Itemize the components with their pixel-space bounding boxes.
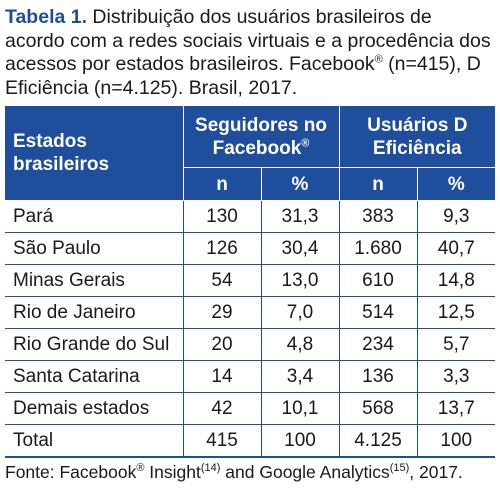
cell-fb-n: 29 [183, 296, 262, 329]
header-row-sub: n % n % [5, 167, 496, 201]
data-table: Estados brasileiros Seguidores no Facebo… [5, 105, 496, 458]
source-text-a: Fonte: Facebook [5, 462, 137, 482]
cell-fb-pct: 7,0 [261, 296, 340, 329]
cell-fb-n: 54 [183, 264, 262, 297]
cell-fb-n: 130 [183, 200, 262, 233]
cell-de-pct: 9,3 [417, 200, 496, 233]
table-source-note: Fonte: Facebook® Insight(14) and Google … [5, 462, 500, 483]
table-caption: Tabela 1. Distribuição dos usuários bras… [5, 6, 495, 100]
cell-de-pct: 100 [417, 424, 496, 458]
header-fb-n: n [182, 167, 262, 201]
cell-state: Minas Gerais [5, 264, 184, 297]
cell-state: Santa Catarina [5, 360, 184, 393]
source-text-c: and Google Analytics [220, 462, 390, 482]
cell-de-pct: 14,8 [417, 264, 496, 297]
table-row-total: Total 415 100 4.125 100 [5, 424, 496, 458]
cell-state: Pará [5, 200, 184, 233]
caption-text-a: Distribuição dos usuários brasileiros de… [5, 6, 491, 75]
source-reg-mark: ® [136, 462, 145, 475]
cell-fb-pct: 13,0 [261, 264, 340, 297]
cell-state: Rio de Janeiro [5, 296, 184, 329]
table-row: Demais estados 42 10,1 568 13,7 [5, 392, 496, 425]
caption-label: Tabela 1. [5, 6, 88, 28]
header-facebook-text: Seguidores no Facebook [195, 114, 327, 159]
header-fb-pct: % [260, 167, 340, 201]
cell-de-n: 1.680 [339, 232, 418, 265]
table-row: Rio Grande do Sul 20 4,8 234 5,7 [5, 328, 496, 361]
header-states: Estados brasileiros [5, 105, 184, 201]
cell-state: Demais estados [5, 392, 184, 425]
cell-de-n: 514 [339, 296, 418, 329]
cell-state: Total [5, 424, 184, 458]
cell-fb-pct: 3,4 [261, 360, 340, 393]
header-de-pct: % [416, 167, 496, 201]
cell-fb-pct: 4,8 [261, 328, 340, 361]
cell-de-n: 4.125 [339, 424, 418, 458]
cell-state: Rio Grande do Sul [5, 328, 184, 361]
source-text-b: Insight [144, 462, 201, 482]
cell-fb-n: 14 [183, 360, 262, 393]
header-deficiencia-group: Usuários D Eficiência [338, 105, 496, 168]
cell-de-pct: 5,7 [417, 328, 496, 361]
cell-de-pct: 12,5 [417, 296, 496, 329]
cell-de-pct: 3,3 [417, 360, 496, 393]
table-row: Pará 130 31,3 383 9,3 [5, 200, 496, 233]
header-de-n: n [338, 167, 418, 201]
cell-fb-n: 126 [183, 232, 262, 265]
cell-fb-pct: 10,1 [261, 392, 340, 425]
cell-de-n: 610 [339, 264, 418, 297]
cell-de-pct: 40,7 [417, 232, 496, 265]
caption-text-b: (n=415), D Eficiência (n=4.125). Brasil,… [5, 53, 481, 99]
header-facebook-reg: ® [301, 137, 310, 150]
cell-fb-pct: 30,4 [261, 232, 340, 265]
cell-state: São Paulo [5, 232, 184, 265]
source-ref-14: (14) [200, 462, 221, 475]
cell-fb-n: 415 [183, 424, 262, 458]
cell-de-n: 136 [339, 360, 418, 393]
table-row: São Paulo 126 30,4 1.680 40,7 [5, 232, 496, 265]
table-row: Minas Gerais 54 13,0 610 14,8 [5, 264, 496, 297]
cell-fb-pct: 31,3 [261, 200, 340, 233]
cell-de-n: 383 [339, 200, 418, 233]
cell-fb-pct: 100 [261, 424, 340, 458]
cell-fb-n: 42 [183, 392, 262, 425]
header-facebook-group: Seguidores no Facebook® [182, 105, 340, 168]
cell-de-pct: 13,7 [417, 392, 496, 425]
table-row: Rio de Janeiro 29 7,0 514 12,5 [5, 296, 496, 329]
header-row-groups: Estados brasileiros Seguidores no Facebo… [5, 105, 496, 201]
table-row: Santa Catarina 14 3,4 136 3,3 [5, 360, 496, 393]
cell-fb-n: 20 [183, 328, 262, 361]
cell-de-n: 568 [339, 392, 418, 425]
source-text-d: , 2017. [409, 462, 463, 482]
caption-reg-mark: ® [374, 53, 383, 66]
cell-de-n: 234 [339, 328, 418, 361]
source-ref-15: (15) [389, 462, 410, 475]
